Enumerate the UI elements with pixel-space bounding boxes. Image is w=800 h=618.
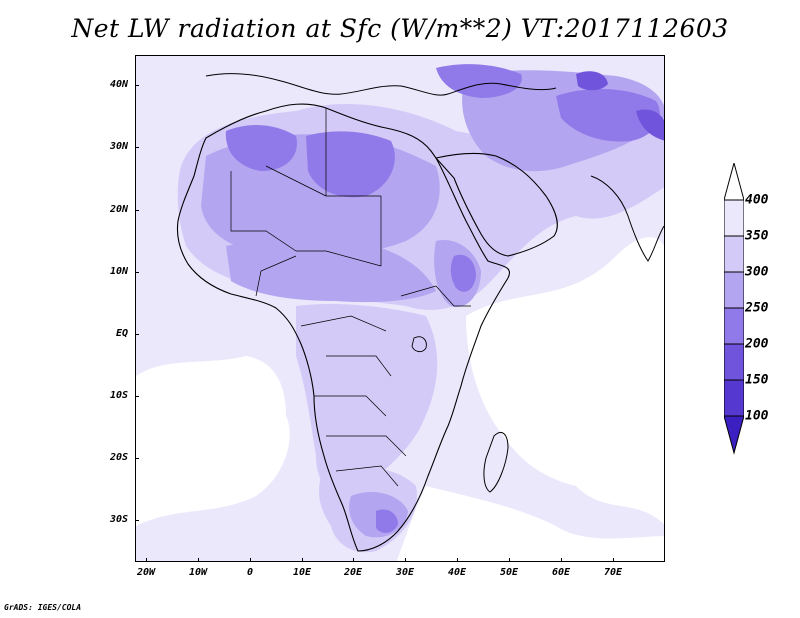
country-borders (230, 108, 471, 487)
colorbar-label: 350 (745, 228, 769, 244)
colorbar-label: 300 (745, 264, 769, 280)
lon-tick (146, 558, 147, 562)
lon-tick (405, 558, 406, 562)
lat-tick-label: 40N (109, 79, 128, 90)
grads-credit: GrADS: IGES/COLA (4, 603, 82, 612)
lat-tick (135, 520, 139, 521)
lat-tick (135, 147, 139, 148)
colorbar-segment-150-100 (723, 379, 745, 417)
lon-tick-label: 70E (603, 567, 623, 578)
field-strong-ethiopia (450, 254, 476, 292)
field-strong-natal (376, 509, 398, 533)
field-white-atlantic (136, 356, 290, 526)
colorbar (723, 161, 745, 459)
lat-tick-label: 20N (109, 204, 128, 215)
colorbar-segment-200-150 (723, 343, 745, 381)
field-strong-iran (556, 89, 660, 142)
lon-tick (613, 558, 614, 562)
field-mid-sahel (226, 240, 436, 303)
field-deep-himalaya (636, 109, 664, 141)
colorbar-segment-250-200 (723, 307, 745, 345)
field-light-central-africa (296, 304, 438, 499)
colorbar-svg (723, 161, 745, 455)
lon-tick-label: 10E (292, 567, 312, 578)
lon-tick (509, 558, 510, 562)
lon-tick (198, 558, 199, 562)
lon-tick-label: 10W (188, 567, 208, 578)
lat-tick-label: 30N (109, 141, 128, 152)
field-strong-turkey (436, 64, 522, 98)
lon-tick-label: 20E (343, 567, 363, 578)
lon-tick-label: 20W (136, 567, 156, 578)
field-deep-caspian (576, 71, 608, 91)
colorbar-label: 150 (745, 372, 769, 388)
field-white-south (396, 486, 664, 561)
field-strong-egypt (306, 131, 395, 198)
colorbar-segment-300-250 (723, 271, 745, 309)
lon-tick-label: 60E (551, 567, 571, 578)
lat-tick (135, 396, 139, 397)
lake-victoria (411, 336, 427, 353)
coastline-india (590, 175, 664, 262)
lat-tick-label: 20S (109, 452, 128, 463)
colorbar-label: 100 (745, 408, 769, 424)
lon-tick-label: 40E (447, 567, 467, 578)
lat-tick (135, 210, 139, 211)
coastline-arabia (434, 152, 558, 257)
coastline-europe (205, 73, 557, 96)
lon-tick-label: 50E (499, 567, 519, 578)
colorbar-segment-400-350 (723, 199, 745, 237)
lat-tick (135, 272, 139, 273)
lon-tick (250, 558, 251, 562)
coastline-africa (176, 103, 510, 552)
lat-tick-label: 10N (109, 266, 128, 277)
lat-tick-label: 10S (109, 390, 128, 401)
colorbar-label: 250 (745, 300, 769, 316)
lat-tick (135, 458, 139, 459)
lon-tick-label: 30E (395, 567, 415, 578)
colorbar-label: 400 (745, 192, 769, 208)
lat-tick-label: 30S (109, 514, 128, 525)
lon-tick (457, 558, 458, 562)
lon-tick-label: 0 (246, 567, 254, 578)
chart-title: Net LW radiation at Sfc (W/m**2) VT:2017… (71, 14, 729, 43)
colorbar-label: 200 (745, 336, 769, 352)
coastline-madagascar (483, 432, 509, 493)
colorbar-bottom-arrow (723, 415, 745, 455)
field-white-indian (466, 237, 664, 525)
lat-tick-label: EQ (115, 328, 128, 339)
field-strong-algeria (225, 124, 297, 171)
map-svg (136, 56, 664, 561)
lat-tick (135, 85, 139, 86)
colorbar-top-arrow (723, 161, 745, 201)
colorbar-segment-350-300 (723, 235, 745, 273)
lat-tick (135, 334, 139, 335)
lon-tick (561, 558, 562, 562)
map-plot-area (135, 55, 665, 562)
lon-tick (302, 558, 303, 562)
lon-tick (353, 558, 354, 562)
